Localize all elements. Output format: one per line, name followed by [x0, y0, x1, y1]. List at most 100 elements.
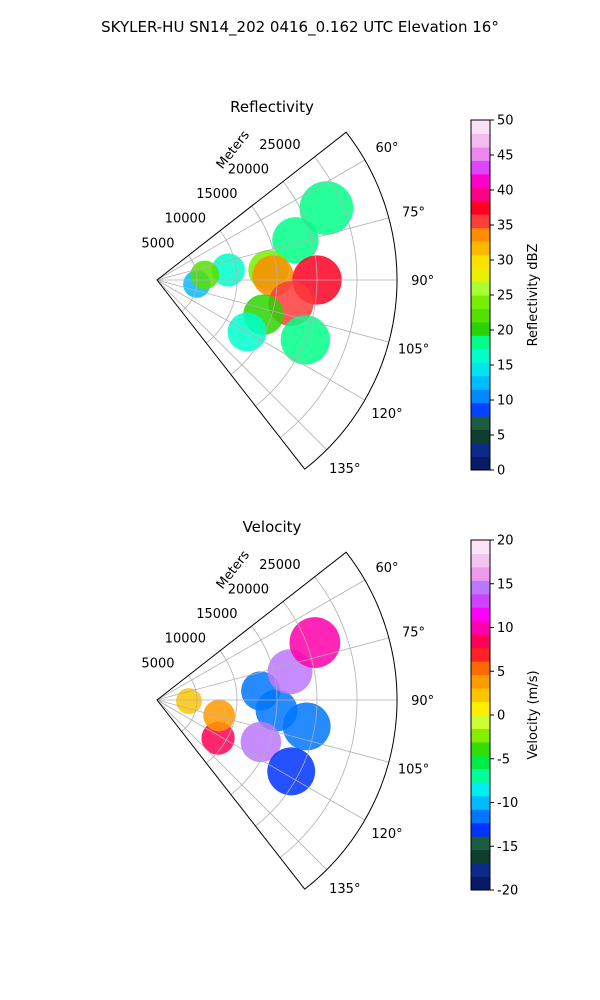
colorbar-step [471, 566, 490, 581]
colorbar-step [471, 281, 490, 296]
colorbar-step [471, 795, 490, 810]
colorbar-step [471, 593, 490, 608]
echo-cell [176, 688, 202, 715]
angle-tick-label: 135° [329, 882, 360, 897]
colorbar-step [471, 227, 490, 242]
colorbar-step [471, 241, 490, 256]
colorbar-tick-label: -20 [497, 884, 518, 899]
colorbar-tick-label: 0 [497, 709, 505, 724]
colorbar-tick-label: 20 [497, 534, 514, 549]
range-ring [279, 156, 358, 438]
range-ring [230, 205, 278, 375]
angle-tick-label: 60° [375, 141, 398, 156]
colorbar-step [471, 768, 490, 783]
echo-cell [267, 747, 316, 796]
colorbar-step [471, 348, 490, 363]
azimuth-line [156, 279, 327, 450]
radial-tick-label: 10000 [165, 632, 206, 647]
azimuth-line [156, 217, 389, 281]
colorbar: -20 -15 -10 -5 0 5 10 15 20 Velocity (m/s) [470, 534, 541, 899]
range-ring [181, 255, 198, 312]
colorbar-step [471, 214, 490, 229]
radial-tick-label: 25000 [259, 558, 300, 573]
azimuth-line [156, 279, 389, 343]
colorbar-step [471, 755, 490, 770]
radial-tick-label: 10000 [165, 212, 206, 227]
colorbar-step [471, 607, 490, 622]
colorbar-step [471, 580, 490, 595]
angle-tick-label: 105° [398, 763, 429, 778]
colorbar-step [471, 553, 490, 568]
colorbar-label: Reflectivity dBZ [526, 244, 541, 347]
colorbar-step [471, 362, 490, 377]
echo-cell [203, 699, 235, 732]
angle-tick-label: 90° [411, 274, 434, 289]
colorbar-step [471, 876, 490, 891]
colorbar-tick-label: 25 [497, 289, 514, 304]
colorbar-step [471, 402, 490, 417]
colorbar-step [471, 146, 490, 161]
colorbar-step [471, 120, 490, 134]
angle-tick-label: 135° [329, 462, 360, 477]
colorbar-tick-label: 45 [497, 149, 514, 164]
colorbar-step [471, 540, 490, 554]
colorbar-step [471, 187, 490, 202]
colorbar-tick-label: 40 [497, 184, 514, 199]
colorbar-step [471, 661, 490, 676]
azimuth-line [156, 699, 327, 870]
echo-cell [282, 702, 331, 751]
colorbar-step [471, 295, 490, 309]
colorbar-step [471, 173, 490, 188]
azimuth-line [156, 699, 366, 821]
angle-tick-label: 105° [398, 343, 429, 358]
colorbar-step [471, 456, 490, 471]
azimuth-line [156, 637, 389, 701]
radial-tick-label: 20000 [228, 162, 269, 177]
colorbar-step [471, 160, 490, 175]
colorbar-step [471, 308, 490, 323]
angle-tick-label: 60° [375, 561, 398, 576]
colorbar-tick-label: 30 [497, 254, 514, 269]
colorbar-step [471, 741, 490, 756]
colorbar-step [471, 321, 490, 336]
colorbar-tick-label: 10 [497, 621, 514, 636]
echo-cell [299, 181, 354, 235]
azimuth-line [156, 159, 366, 281]
polar-frame [156, 551, 398, 890]
colorbar-tick-label: 35 [497, 219, 514, 234]
colorbar-step [471, 688, 490, 703]
angle-tick-label: 90° [411, 694, 434, 709]
colorbar-step [471, 443, 490, 458]
colorbar-tick-label: -15 [497, 840, 518, 855]
colorbar-step [471, 701, 490, 716]
colorbar-tick-label: 20 [497, 324, 514, 339]
colorbar-label: Velocity (m/s) [526, 670, 541, 759]
radial-tick-label: 15000 [196, 187, 237, 202]
colorbar-tick-label: 5 [497, 429, 505, 444]
colorbar-tick-label: 10 [497, 394, 514, 409]
colorbar-step [471, 416, 490, 431]
range-ring [279, 576, 358, 858]
colorbar-step [471, 620, 490, 635]
colorbar-tick-label: 0 [497, 464, 505, 479]
angle-tick-label: 75° [402, 205, 425, 220]
colorbar-tick-label: 15 [497, 359, 514, 374]
colorbar-step [471, 849, 490, 864]
echo-cell [240, 721, 282, 763]
colorbar-step [471, 335, 490, 350]
colorbar-step [471, 647, 490, 662]
azimuth-line [156, 579, 366, 701]
colorbar-tick-label: 15 [497, 577, 514, 592]
colorbar-step [471, 254, 490, 269]
echo-field [183, 181, 354, 365]
range-ring [206, 650, 238, 764]
range-ring [255, 181, 318, 407]
axes-title: Velocity [243, 518, 302, 536]
radial-tick-label: 5000 [141, 236, 174, 251]
echo-cell [272, 217, 319, 264]
colorbar-tick-label: -10 [497, 796, 518, 811]
radial-tick-label: 20000 [228, 582, 269, 597]
colorbar-step [471, 268, 490, 283]
radial-tick-label: 25000 [259, 138, 300, 153]
